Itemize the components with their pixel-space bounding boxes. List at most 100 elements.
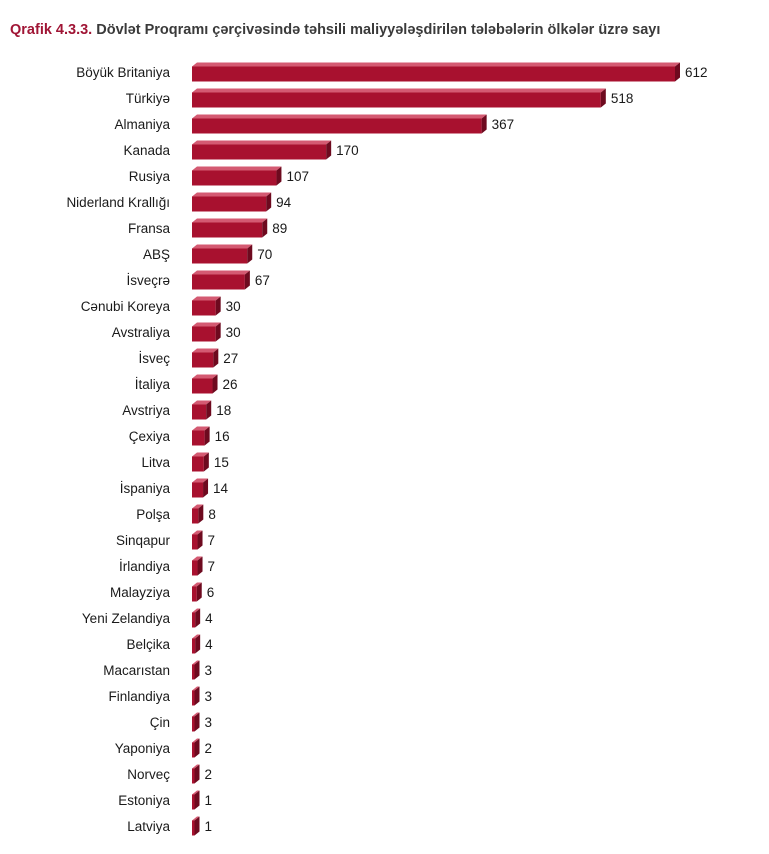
bar-top-face	[192, 608, 201, 613]
bar-side-face	[244, 270, 250, 290]
value-label: 6	[207, 585, 215, 600]
bar-top-face	[192, 374, 218, 379]
bar	[192, 664, 195, 680]
bar-side-face	[675, 62, 680, 82]
bar-top-face	[192, 634, 201, 639]
bar	[192, 508, 199, 524]
bar-side-face	[262, 218, 268, 238]
value-label: 26	[223, 377, 238, 392]
category-label: ABŞ	[143, 247, 170, 262]
category-label: Sinqapur	[116, 533, 171, 548]
chart-title-text: Dövlət Proqramı çərçivəsində təhsili mal…	[96, 22, 661, 38]
bar	[192, 534, 198, 550]
bar-side-face	[194, 738, 200, 758]
bar-top-face	[192, 582, 202, 587]
bar-side-face	[197, 556, 203, 576]
bar	[192, 300, 216, 316]
bar	[192, 378, 213, 394]
value-label: 3	[205, 689, 213, 704]
bar-top-face	[192, 166, 282, 171]
bar-side-face	[194, 660, 200, 680]
bar-side-face	[215, 296, 221, 316]
category-label: İsveç	[138, 351, 170, 366]
bar-top-face	[192, 764, 200, 769]
bar-top-face	[192, 140, 332, 145]
bar-top-face	[192, 686, 200, 691]
bar-side-face	[194, 686, 200, 706]
category-label: Çin	[150, 715, 170, 730]
value-label: 3	[205, 715, 213, 730]
bar	[192, 144, 327, 160]
bar-top-face	[192, 816, 200, 821]
value-label: 518	[611, 91, 634, 106]
bar-side-face	[203, 478, 209, 498]
value-label: 107	[286, 169, 309, 184]
bar-top-face	[192, 790, 200, 795]
category-label: İspaniya	[120, 481, 171, 496]
bar-side-face	[198, 504, 204, 524]
value-label: 2	[205, 767, 213, 782]
value-label: 30	[226, 325, 241, 340]
category-label: İtaliya	[135, 377, 171, 392]
category-label: Cənubi Koreya	[81, 299, 171, 314]
chart-title-number: Qrafik 4.3.3.	[10, 22, 93, 38]
value-label: 14	[213, 481, 229, 496]
category-label: Macarıstan	[103, 663, 170, 678]
bar-side-face	[195, 608, 201, 628]
bar	[192, 638, 196, 654]
category-label: Finlandiya	[108, 689, 170, 704]
bar	[192, 612, 196, 628]
value-label: 4	[205, 611, 213, 626]
bar	[192, 586, 197, 602]
category-label: Niderland Krallığı	[66, 195, 170, 210]
bar-top-face	[192, 348, 219, 353]
category-label: Litva	[141, 455, 170, 470]
bar-side-face	[197, 530, 203, 550]
bar	[192, 404, 207, 420]
bar	[192, 794, 195, 810]
bar	[192, 274, 245, 290]
bar-top-face	[192, 322, 221, 327]
bar	[192, 118, 482, 134]
bar-side-face	[212, 374, 218, 394]
bar-side-face	[213, 348, 219, 368]
bar-side-face	[247, 244, 253, 264]
bar-top-face	[192, 452, 209, 457]
category-label: İsveçrə	[126, 273, 170, 288]
bar-side-face	[215, 322, 221, 342]
bar-top-face	[192, 478, 209, 483]
category-label: Yaponiya	[115, 741, 171, 756]
value-label: 70	[257, 247, 272, 262]
value-label: 3	[205, 663, 213, 678]
bar-side-face	[204, 426, 210, 446]
category-label: Estoniya	[118, 793, 170, 808]
bar-top-face	[192, 426, 210, 431]
bar-side-face	[194, 790, 200, 810]
bar-top-face	[192, 660, 200, 665]
category-label: Belçika	[126, 637, 170, 652]
bar	[192, 560, 198, 576]
value-label: 67	[255, 273, 270, 288]
category-label: Latviya	[127, 819, 170, 834]
bar	[192, 430, 205, 446]
bar	[192, 742, 195, 758]
value-label: 89	[272, 221, 287, 236]
bar-top-face	[192, 712, 200, 717]
category-label: Avstriya	[122, 403, 170, 418]
value-label: 7	[208, 533, 216, 548]
category-label: Avstraliya	[112, 325, 171, 340]
value-label: 27	[223, 351, 238, 366]
bar-top-face	[192, 244, 253, 249]
bar-side-face	[276, 166, 282, 186]
bar-side-face	[194, 816, 200, 836]
category-label: Kanada	[123, 143, 170, 158]
value-label: 1	[205, 793, 213, 808]
bar	[192, 690, 195, 706]
bar-side-face	[206, 400, 212, 420]
bar	[192, 352, 214, 368]
bar	[192, 820, 195, 836]
bar-side-face	[266, 192, 272, 212]
value-label: 1	[205, 819, 213, 834]
bar-side-face	[326, 140, 332, 160]
bar-top-face	[192, 218, 268, 223]
